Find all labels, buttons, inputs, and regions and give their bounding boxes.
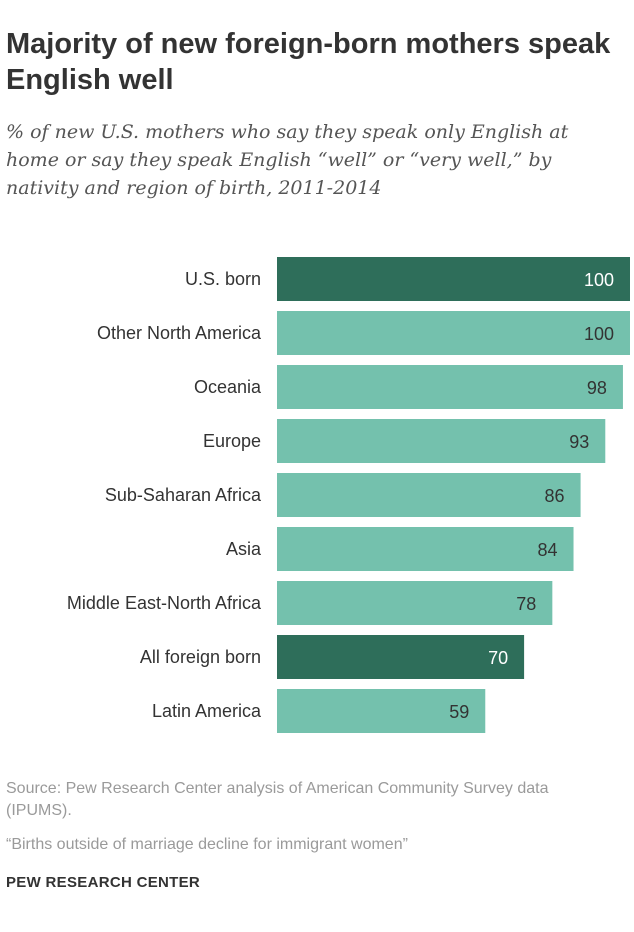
category-label-sub-saharan-africa: Sub-Saharan Africa <box>105 485 262 505</box>
bar-middle-east-north-africa <box>277 581 553 625</box>
bar-u-s-born <box>277 257 630 301</box>
bar-europe <box>277 419 606 463</box>
category-label-oceania: Oceania <box>194 377 262 397</box>
bar-oceania <box>277 365 623 409</box>
bar-chart: U.S. born 100 Other North America 100 Oceani… <box>67 257 630 733</box>
value-label-middle-east-north-africa: 78 <box>516 594 536 614</box>
bar-asia <box>277 527 574 571</box>
bar-latin-america <box>277 689 486 733</box>
category-label-other-north-america: Other North America <box>97 323 262 343</box>
bar-sub-saharan-africa <box>277 473 581 517</box>
source-note: Source: Pew Research Center analysis of … <box>6 780 549 819</box>
brand-name: PEW RESEARCH CENTER <box>6 874 201 891</box>
value-label-latin-america: 59 <box>449 702 469 722</box>
category-label-all-foreign-born: All foreign born <box>140 647 261 667</box>
bar-other-north-america <box>277 311 630 355</box>
value-label-sub-saharan-africa: 86 <box>545 486 565 506</box>
category-label-middle-east-north-africa: Middle East-North Africa <box>67 593 262 613</box>
bar-all-foreign-born <box>277 635 525 679</box>
value-label-other-north-america: 100 <box>584 324 614 344</box>
value-label-europe: 93 <box>569 432 589 452</box>
category-label-asia: Asia <box>226 539 262 559</box>
value-label-oceania: 98 <box>587 378 607 398</box>
chart-title: Majority of new foreign-born mothers spe… <box>6 28 611 96</box>
chart-subtitle: % of new U.S. mothers who say they speak… <box>6 121 569 199</box>
category-label-latin-america: Latin America <box>152 701 262 721</box>
report-title-note: “Births outside of marriage decline for … <box>6 836 408 853</box>
value-label-all-foreign-born: 70 <box>488 648 508 668</box>
value-label-u-s-born: 100 <box>584 270 614 290</box>
category-label-u-s-born: U.S. born <box>185 269 261 289</box>
value-label-asia: 84 <box>537 540 557 560</box>
category-label-europe: Europe <box>203 431 261 451</box>
